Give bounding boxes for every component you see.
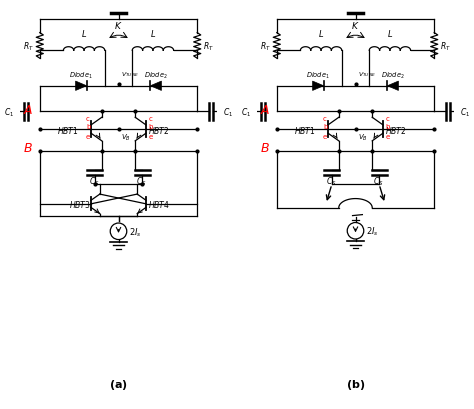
Text: b: b: [323, 124, 328, 130]
Text: $C_1$: $C_1$: [460, 106, 470, 118]
Text: $B$: $B$: [23, 142, 33, 155]
Text: $V_B$: $V_B$: [358, 133, 368, 143]
Polygon shape: [387, 82, 399, 91]
Text: $L$: $L$: [81, 27, 87, 38]
Text: $K$: $K$: [114, 20, 123, 31]
Text: $C_S$: $C_S$: [136, 175, 146, 187]
Text: e: e: [86, 134, 90, 140]
Text: b: b: [148, 124, 153, 130]
Polygon shape: [75, 82, 87, 91]
Text: c: c: [386, 116, 390, 122]
Text: $V_{TUNE}$: $V_{TUNE}$: [358, 70, 377, 79]
Text: $Diode_1$: $Diode_1$: [69, 71, 93, 81]
Text: e: e: [386, 134, 390, 140]
Text: $B$: $B$: [260, 142, 270, 155]
Text: $Diode_2$: $Diode_2$: [144, 71, 168, 81]
Text: c: c: [149, 116, 153, 122]
Text: $C_S$: $C_S$: [326, 175, 336, 187]
Text: $HBT1$: $HBT1$: [57, 124, 79, 135]
Text: $C_1$: $C_1$: [223, 106, 233, 118]
Text: b: b: [86, 124, 91, 130]
Text: $A$: $A$: [23, 103, 33, 117]
Text: $L$: $L$: [387, 27, 393, 38]
Text: $C_1$: $C_1$: [241, 106, 251, 118]
Text: $HBT3$: $HBT3$: [69, 199, 91, 210]
Text: $R_T$: $R_T$: [439, 40, 450, 52]
Text: $C_1$: $C_1$: [4, 106, 14, 118]
Text: $V_B$: $V_B$: [121, 133, 131, 143]
Polygon shape: [312, 82, 324, 91]
Text: $Diode_1$: $Diode_1$: [306, 71, 330, 81]
Text: $HBT2$: $HBT2$: [148, 124, 170, 135]
Text: e: e: [149, 134, 153, 140]
Text: $R_T$: $R_T$: [24, 40, 35, 52]
Text: $V_{TUNE}$: $V_{TUNE}$: [121, 70, 140, 79]
Text: $Diode_2$: $Diode_2$: [381, 71, 405, 81]
Text: $K$: $K$: [351, 20, 360, 31]
Text: $C_S$: $C_S$: [373, 175, 383, 187]
Text: c: c: [86, 116, 90, 122]
Text: $\mathbf{(a)}$: $\mathbf{(a)}$: [109, 377, 128, 391]
Text: $HBT4$: $HBT4$: [148, 199, 170, 210]
Text: $R_T$: $R_T$: [261, 40, 272, 52]
Text: $\mathbf{(b)}$: $\mathbf{(b)}$: [346, 377, 365, 391]
Text: $C_S$: $C_S$: [89, 175, 99, 187]
Text: $R_T$: $R_T$: [202, 40, 213, 52]
Text: e: e: [323, 134, 327, 140]
Text: c: c: [323, 116, 327, 122]
Text: $HBT2$: $HBT2$: [385, 124, 407, 135]
Text: $L$: $L$: [150, 27, 156, 38]
Text: $2I_s$: $2I_s$: [129, 225, 142, 238]
Polygon shape: [150, 82, 162, 91]
Text: $HBT1$: $HBT1$: [294, 124, 316, 135]
Text: $A$: $A$: [260, 103, 270, 117]
Text: b: b: [385, 124, 390, 130]
Text: $L$: $L$: [318, 27, 324, 38]
Text: $2I_s$: $2I_s$: [366, 225, 379, 237]
